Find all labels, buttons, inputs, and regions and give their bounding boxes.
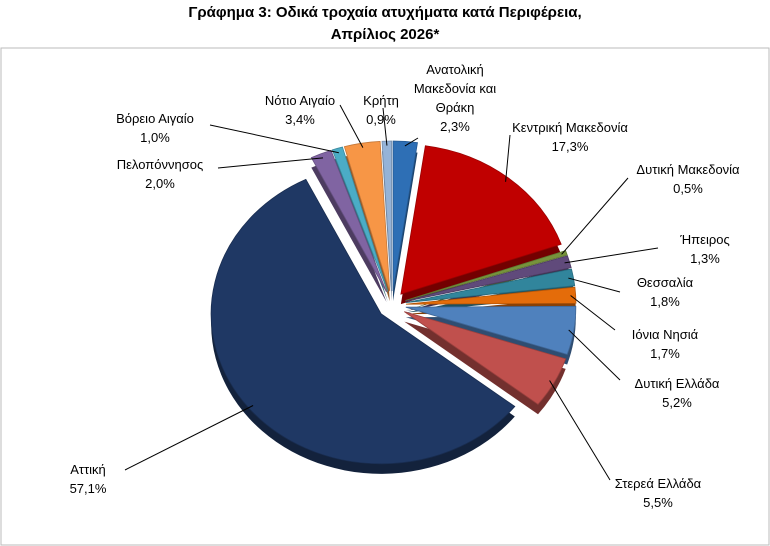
leader-line — [217, 157, 324, 169]
data-label: Θεσσαλία 1,8% — [620, 273, 710, 311]
slice — [210, 178, 516, 465]
leader-line — [382, 107, 388, 146]
value-label: 0,9% — [366, 112, 396, 127]
slice — [331, 146, 389, 292]
leader-line — [124, 405, 254, 471]
slice — [404, 311, 567, 405]
value-label: 17,3% — [551, 139, 589, 154]
value-label: 1,8% — [650, 294, 680, 309]
leader-line — [404, 137, 419, 147]
data-label: Δυτική Μακεδονία 0,5% — [613, 160, 763, 198]
slice — [405, 268, 576, 304]
slice — [392, 140, 418, 292]
data-label: Ιόνια Νησιά 1,7% — [615, 325, 715, 363]
leader-line — [505, 134, 511, 182]
category-label: Κρήτη — [363, 93, 399, 108]
slice — [405, 305, 577, 355]
data-label: Κεντρική Μακεδονία 17,3% — [485, 118, 655, 156]
category-label: Βόρειο Αιγαίο — [116, 111, 194, 126]
leader-line — [568, 277, 621, 293]
slice — [400, 145, 562, 295]
category-label: Δυτική Μακεδονία — [636, 162, 740, 177]
value-label: 2,0% — [145, 176, 175, 191]
data-label: Στερεά Ελλάδα 5,5% — [608, 474, 708, 512]
category-label: Νότιο Αιγαίο — [264, 93, 336, 108]
leader-line — [568, 329, 621, 381]
data-label: Πελοπόννησος 2,0% — [100, 155, 220, 193]
slice — [405, 286, 577, 305]
data-label: Δυτική Ελλάδα 5,2% — [622, 374, 732, 412]
category-label: Στερεά Ελλάδα — [614, 476, 702, 491]
value-label: 3,4% — [285, 112, 315, 127]
leader-line — [564, 247, 659, 264]
leader-line — [549, 380, 611, 481]
category-label: Δυτική Ελλάδα — [634, 376, 720, 391]
value-label: 5,2% — [662, 395, 692, 410]
data-label: Ανατολική Μακεδονία και Θράκη 2,3% — [400, 60, 510, 136]
slice — [343, 141, 391, 292]
data-label: Βόρειο Αιγαίο 1,0% — [95, 109, 215, 147]
leader-line — [570, 295, 616, 331]
value-label: 2,3% — [440, 119, 470, 134]
data-label: Αττική 57,1% — [48, 460, 128, 498]
chart-title: Γράφημα 3: Οδικά τροχαία ατυχήματα κατά … — [188, 4, 582, 43]
category-label: Ιόνια Νησιά — [631, 327, 699, 342]
data-label: Ήπειρος 1,3% — [665, 230, 745, 268]
leader-line — [209, 124, 339, 154]
category-label: Ανατολική Μακεδονία και Θράκη — [413, 62, 497, 115]
value-label: 1,7% — [650, 346, 680, 361]
value-label: 5,5% — [643, 495, 673, 510]
leader-line — [561, 177, 629, 255]
category-label: Πελοπόννησος — [116, 157, 204, 172]
frame — [0, 47, 770, 546]
data-label: Νότιο Αιγαίο 3,4% — [250, 91, 350, 129]
slice — [405, 250, 568, 301]
category-label: Θεσσαλία — [636, 275, 694, 290]
category-label: Αττική — [70, 462, 106, 477]
slice — [310, 149, 387, 293]
value-label: 1,0% — [140, 130, 170, 145]
data-label: Κρήτη 0,9% — [351, 91, 411, 129]
value-label: 57,1% — [69, 481, 107, 496]
category-label: Ήπειρος — [680, 232, 730, 247]
value-label: 1,3% — [690, 251, 720, 266]
leader-line — [339, 104, 364, 148]
category-label: Κεντρική Μακεδονία — [512, 120, 628, 135]
value-label: 0,5% — [673, 181, 703, 196]
slice-side — [311, 160, 387, 303]
